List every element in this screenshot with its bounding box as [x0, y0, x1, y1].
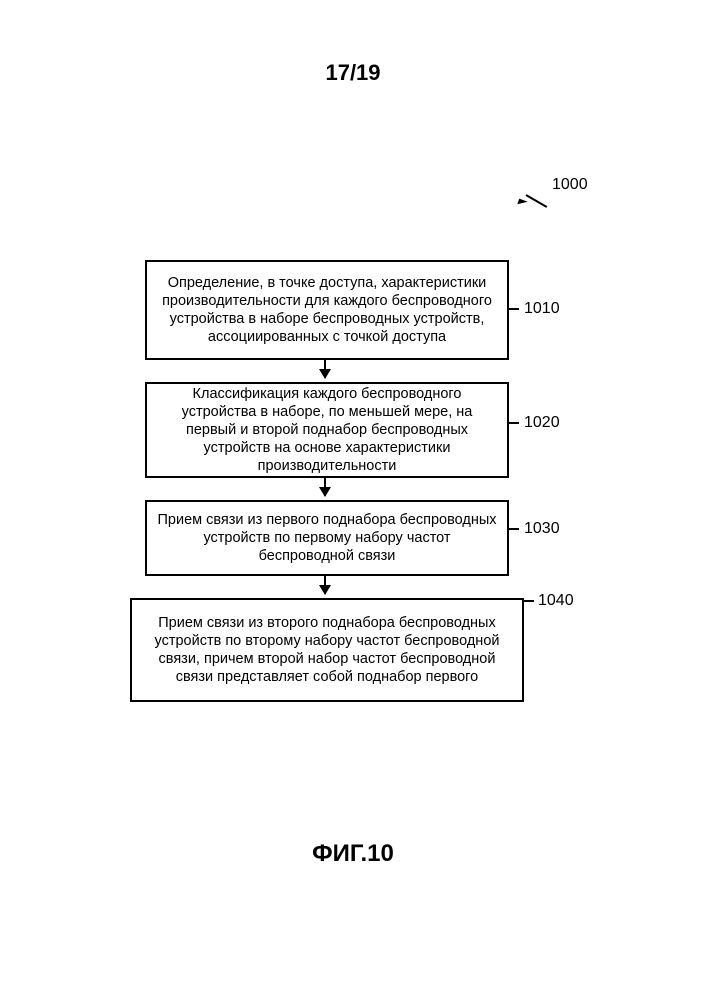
ref-label-1030: 1030 [524, 520, 560, 538]
flow-box-1040: Прием связи из второго поднабора беспров… [130, 598, 524, 702]
figure-caption: ФИГ.10 [0, 840, 706, 868]
flow-arrow [324, 476, 326, 496]
ref-tick-1030 [507, 528, 519, 530]
flow-box-text: Определение, в точке доступа, характерис… [157, 274, 497, 347]
flow-box-text: Прием связи из первого поднабора беспров… [157, 511, 497, 565]
flow-box-1030: Прием связи из первого поднабора беспров… [145, 500, 509, 576]
flow-arrow [324, 358, 326, 378]
figure-reference-arrowhead [517, 199, 528, 208]
figure-reference-arrow [526, 194, 548, 208]
ref-tick-1040 [522, 600, 534, 602]
flow-box-text: Прием связи из второго поднабора беспров… [142, 614, 512, 687]
ref-label-1040: 1040 [538, 592, 574, 610]
figure-reference: 1000 [520, 180, 600, 220]
flow-box-text: Классификация каждого беспроводного устр… [157, 385, 497, 476]
ref-tick-1010 [507, 308, 519, 310]
page: 17/19 1000 Определение, в точке доступа,… [0, 0, 706, 1000]
flow-box-1020: Классификация каждого беспроводного устр… [145, 382, 509, 478]
flow-arrow [324, 574, 326, 594]
figure-reference-label: 1000 [552, 176, 588, 194]
ref-label-1010: 1010 [524, 300, 560, 318]
ref-tick-1020 [507, 422, 519, 424]
ref-label-1020: 1020 [524, 414, 560, 432]
flow-box-1010: Определение, в точке доступа, характерис… [145, 260, 509, 360]
page-number: 17/19 [0, 60, 706, 86]
